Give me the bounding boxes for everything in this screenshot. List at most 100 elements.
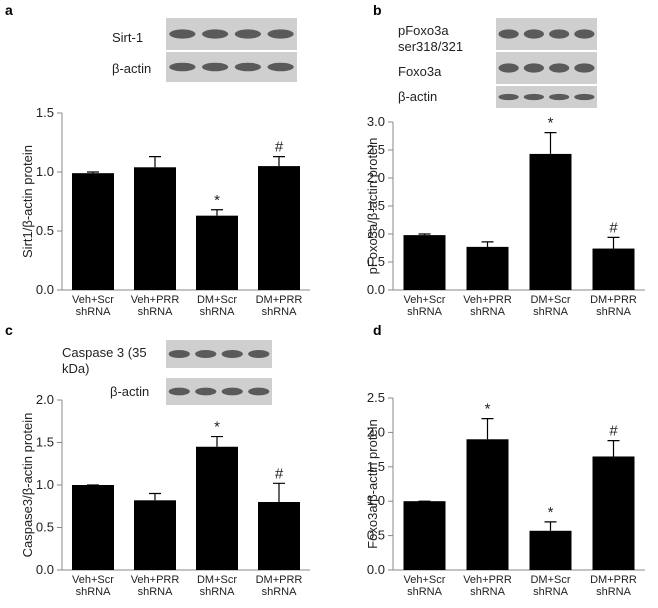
x-tick-label: Veh+PRR shRNA (463, 294, 512, 318)
error-bar (607, 236, 620, 249)
x-tick-label: DM+Scr shRNA (530, 574, 571, 598)
y-tick-label: 0.5 (36, 520, 54, 535)
x-tick-label: Veh+Scr shRNA (72, 294, 114, 318)
significance-marker: * (485, 401, 491, 418)
bar (134, 167, 176, 290)
significance-marker: # (609, 219, 618, 236)
panel-label: a (5, 2, 13, 18)
y-tick-label: 0.5 (367, 528, 385, 543)
significance-marker: # (609, 423, 618, 440)
bar (196, 446, 238, 570)
blot-band (549, 63, 570, 73)
blot-band (574, 29, 595, 39)
significance-marker: * (548, 504, 554, 521)
error-bar (273, 156, 285, 167)
bar (403, 501, 446, 570)
x-tick-label: DM+PRR shRNA (590, 574, 637, 598)
y-tick-label: 1.5 (36, 435, 54, 450)
y-tick-label: 1.5 (36, 105, 54, 120)
blot-band (234, 29, 261, 39)
y-tick-label: 0.5 (36, 223, 54, 238)
blot-band (202, 62, 229, 72)
error-bar (149, 492, 161, 501)
y-tick-label: 2.5 (367, 390, 385, 405)
blot-label: Foxo3a (398, 64, 442, 79)
error-bar (418, 233, 431, 236)
x-tick-label: DM+PRR shRNA (590, 294, 637, 318)
x-tick-label: Veh+PRR shRNA (130, 574, 180, 598)
error-bar (211, 435, 223, 447)
x-tick-label: Veh+Scr shRNA (72, 574, 114, 598)
blot-band (202, 29, 229, 39)
error-bar (211, 209, 223, 216)
blot-band (498, 63, 519, 73)
blot-band (523, 93, 544, 101)
blot-band (195, 387, 217, 396)
bar (72, 173, 114, 290)
x-tick-label: DM+PRR shRNA (255, 574, 303, 598)
x-tick-label: DM+Scr shRNA (530, 294, 571, 318)
y-tick-label: 2.5 (367, 142, 385, 157)
blot-band (168, 387, 190, 396)
x-tick-label: Veh+PRR shRNA (463, 574, 512, 598)
blot-band (574, 93, 595, 101)
blot-band (169, 62, 196, 72)
blot-band (234, 62, 261, 72)
significance-marker: * (214, 419, 220, 436)
error-bar (87, 171, 99, 174)
error-bar (481, 418, 494, 440)
y-axis-label: Caspase3/β-actin protein (20, 413, 35, 558)
blot-band (549, 29, 570, 39)
x-tick-label: DM+Scr shRNA (196, 574, 238, 598)
y-tick-label: 1.0 (36, 164, 54, 179)
blot-strip (496, 86, 597, 108)
bar (466, 439, 509, 570)
bar (196, 215, 238, 290)
blot-band (267, 29, 294, 39)
blot-label: β-actin (110, 384, 150, 399)
bar (592, 248, 635, 290)
y-tick-label: 1.5 (367, 459, 385, 474)
bar (466, 246, 509, 290)
significance-marker: * (214, 192, 220, 209)
blot-band (221, 350, 243, 358)
y-tick-label: 0.0 (36, 282, 54, 297)
blot-band (549, 93, 570, 101)
significance-marker: * (548, 115, 554, 132)
significance-marker: # (275, 139, 284, 156)
blot-label: pFoxo3a ser318/321 (398, 23, 464, 54)
blot-band (248, 350, 270, 358)
blot-band (523, 29, 544, 39)
error-bar (273, 482, 285, 502)
bar (403, 235, 446, 290)
blot-band (574, 63, 595, 73)
error-bar (481, 241, 494, 247)
y-axis-label: pFoxo3a/β-actin protein (365, 138, 380, 275)
y-tick-label: 0.0 (367, 282, 385, 297)
y-tick-label: 2.0 (367, 424, 385, 439)
y-tick-label: 2.0 (367, 170, 385, 185)
y-tick-label: 1.0 (36, 477, 54, 492)
panel-label: b (373, 2, 382, 18)
blot-label: β-actin (112, 61, 152, 76)
x-tick-label: DM+Scr shRNA (196, 294, 238, 318)
y-tick-label: 1.0 (367, 493, 385, 508)
error-bar (544, 132, 557, 154)
bar (529, 530, 572, 570)
blot-band (498, 93, 519, 101)
y-tick-label: 0.0 (36, 562, 54, 577)
blot-band (248, 387, 270, 396)
blot-band (267, 62, 294, 72)
blot-label: Caspase 3 (35 kDa) (62, 345, 147, 376)
blot-label: β-actin (398, 89, 438, 104)
blot-band (498, 29, 519, 39)
x-tick-label: Veh+PRR shRNA (130, 294, 180, 318)
blot-band (195, 350, 217, 358)
x-tick-label: Veh+Scr shRNA (403, 294, 446, 318)
blot-label: Sirt-1 (112, 30, 144, 45)
bar (529, 153, 572, 290)
x-tick-label: DM+PRR shRNA (255, 294, 303, 318)
bar (258, 166, 300, 290)
y-tick-label: 2.0 (36, 392, 54, 407)
